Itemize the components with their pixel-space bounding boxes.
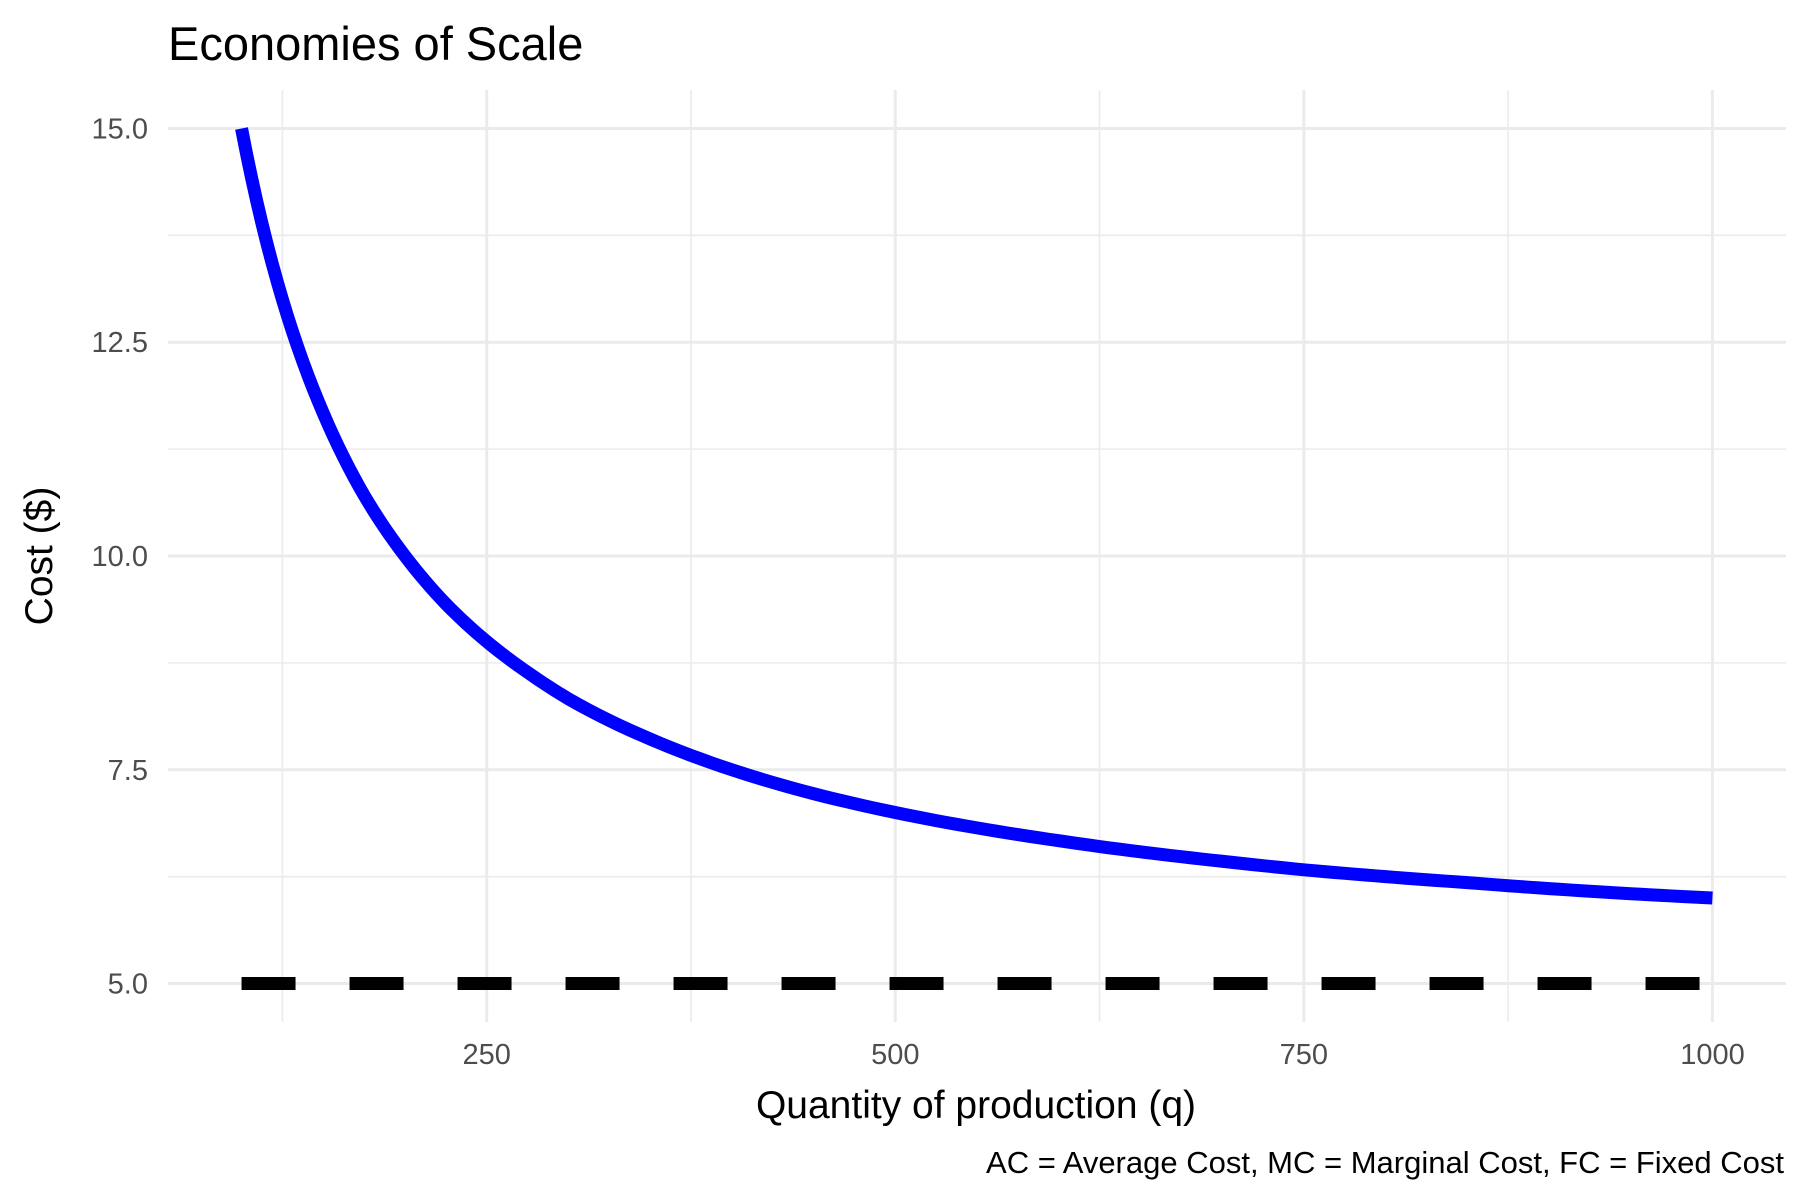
tick-labels: 250 500 750 1000 5.0 7.5 10.0 12.5 15.0 xyxy=(92,113,1745,1071)
y-tick-label: 7.5 xyxy=(108,755,148,787)
x-tick-label: 750 xyxy=(1280,1039,1328,1071)
series-layer xyxy=(235,127,1713,991)
x-tick-label: 500 xyxy=(871,1039,919,1071)
grid xyxy=(168,90,1786,1022)
x-tick-label: 1000 xyxy=(1680,1039,1745,1071)
average-cost-curve xyxy=(235,127,1713,905)
x-axis-title: Quantity of production (q) xyxy=(756,1084,1196,1127)
y-tick-label: 15.0 xyxy=(92,113,148,145)
y-tick-label: 12.5 xyxy=(92,327,148,359)
y-axis-title: Cost ($) xyxy=(18,487,61,626)
x-tick-label: 250 xyxy=(463,1039,511,1071)
chart-title: Economies of Scale xyxy=(168,17,583,70)
y-tick-label: 5.0 xyxy=(108,969,148,1001)
y-tick-label: 10.0 xyxy=(92,541,148,573)
chart-caption: AC = Average Cost, MC = Marginal Cost, F… xyxy=(986,1145,1784,1180)
